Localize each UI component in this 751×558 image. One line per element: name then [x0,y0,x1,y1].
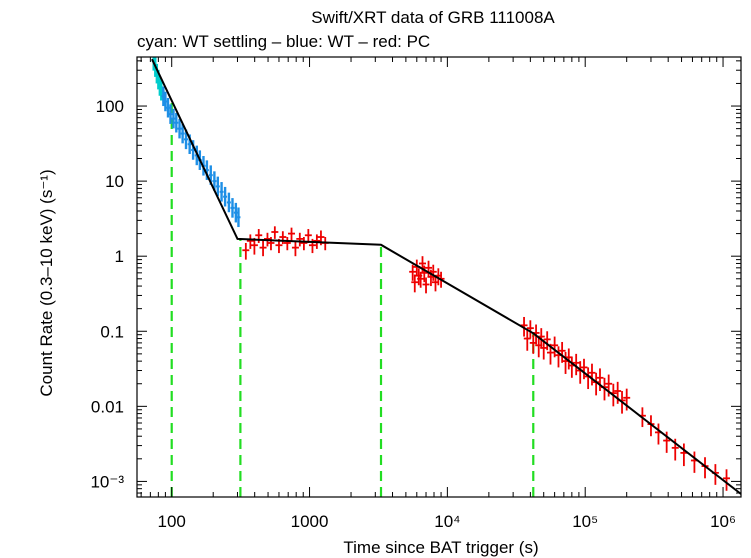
model-fit-line [151,58,741,495]
y-axis-ticks: 100 10 1 0.1 0.01 10⁻³ [90,60,741,494]
x-tick-label: 10⁵ [572,512,598,531]
plot-content [151,57,741,497]
plot-frame [136,56,742,498]
y-tick-label: 100 [96,97,124,116]
y-tick-label: 0.1 [100,322,124,341]
y-axis-label: Count Rate (0.3–10 keV) (s⁻¹) [37,169,56,396]
chart-title: Swift/XRT data of GRB 111008A [311,8,555,27]
y-tick-label: 1 [115,247,124,266]
x-tick-label: 10⁴ [434,512,460,531]
x-axis-label: Time since BAT trigger (s) [343,538,538,557]
x-tick-label: 1000 [291,512,329,531]
y-tick-label: 10⁻³ [90,472,124,491]
series-wt_settling [151,57,164,101]
y-tick-label: 0.01 [91,397,124,416]
x-tick-label: 10⁶ [710,512,736,531]
series-wt [161,86,241,228]
plot-area [151,57,741,497]
x-axis-ticks: 100 1000 10⁴ 10⁵ 10⁶ [140,57,736,531]
x-tick-label: 100 [158,512,186,531]
y-tick-label: 10 [105,172,124,191]
chart-subtitle: cyan: WT settling – blue: WT – red: PC [137,32,430,51]
series-pc [242,226,731,491]
